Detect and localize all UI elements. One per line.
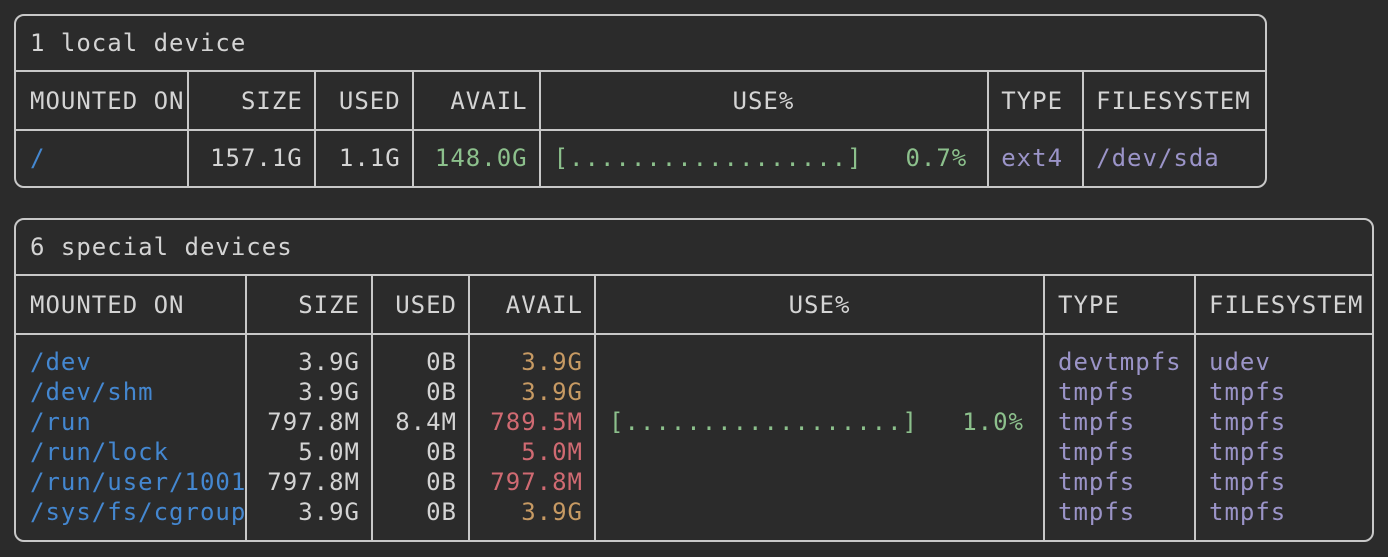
type-value: tmpfs [1058, 438, 1136, 466]
avail-value: 3.9G [521, 378, 583, 406]
used-value: 0B [426, 438, 457, 466]
filesystem-value: tmpfs [1209, 408, 1287, 436]
header-type: TYPE [1058, 290, 1120, 319]
size-value: 3.9G [298, 378, 360, 406]
filesystem-value: udev [1209, 348, 1271, 376]
use-percent-cell [595, 497, 1044, 527]
header-use-pct: USE% [732, 86, 795, 115]
use-percent-cell: [..................] 0.7% [540, 143, 988, 173]
column-divider [1194, 276, 1196, 540]
use-percent-cell: [..................] 1.0% [595, 407, 1044, 437]
column-divider [245, 276, 247, 540]
type-value: tmpfs [1058, 408, 1136, 436]
avail-value: 789.5M [490, 408, 583, 436]
local-devices-panel: 1 local device MOUNTED ON SIZE USED AVAI… [14, 14, 1267, 188]
used-value: 0B [426, 498, 457, 526]
panel-title-text: 1 local device [30, 29, 247, 57]
column-divider [468, 276, 470, 540]
table-header: MOUNTED ON SIZE USED AVAIL USE% TYPE FIL… [16, 72, 1265, 131]
column-divider [412, 72, 414, 186]
table-header: MOUNTED ON SIZE USED AVAIL USE% TYPE FIL… [16, 276, 1372, 335]
filesystem-value: tmpfs [1209, 378, 1287, 406]
table-row: / 157.1G 1.1G 148.0G [..................… [16, 143, 1265, 173]
size-value: 3.9G [298, 498, 360, 526]
panel-title-text: 6 special devices [30, 233, 293, 261]
filesystem-value: /dev/sda [1096, 144, 1220, 172]
used-value: 1.1G [338, 144, 401, 172]
used-value: 8.4M [395, 408, 457, 436]
type-value: ext4 [1001, 144, 1064, 172]
type-value: tmpfs [1058, 378, 1136, 406]
mounted-on-value: /sys/fs/cgroup [30, 498, 246, 526]
used-value: 0B [426, 468, 457, 496]
avail-value: 5.0M [521, 438, 583, 466]
local-devices-table: MOUNTED ON SIZE USED AVAIL USE% TYPE FIL… [16, 72, 1265, 186]
use-percent-cell [595, 467, 1044, 497]
filesystem-value: tmpfs [1209, 468, 1287, 496]
column-divider [1082, 72, 1084, 186]
used-value: 0B [426, 378, 457, 406]
panel-title-special: 6 special devices [16, 220, 1372, 276]
header-used: USED [395, 290, 457, 319]
mounted-on-value: /run/lock [30, 438, 170, 466]
size-value: 797.8M [267, 408, 360, 436]
size-value: 3.9G [298, 348, 360, 376]
size-value: 797.8M [267, 468, 360, 496]
type-value: tmpfs [1058, 498, 1136, 526]
used-value: 0B [426, 348, 457, 376]
special-devices-panel: 6 special devices MOUNTED ON SIZE USED A… [14, 218, 1374, 542]
column-divider [539, 72, 541, 186]
header-type: TYPE [1001, 86, 1064, 115]
header-avail: AVAIL [450, 86, 528, 115]
table-row: /run/lock 5.0M 0B 5.0M tmpfs tmpfs [16, 437, 1372, 467]
table-row: /run/user/1001 797.8M 0B 797.8M tmpfs tm… [16, 467, 1372, 497]
header-avail: AVAIL [505, 290, 583, 319]
mounted-on-value: /dev [30, 348, 92, 376]
mounted-on-value: /run [30, 408, 92, 436]
use-percent-cell [595, 437, 1044, 467]
size-value: 5.0M [298, 438, 360, 466]
mounted-on-value: /run/user/1001 [30, 468, 246, 496]
avail-value: 797.8M [490, 468, 583, 496]
header-mounted-on: MOUNTED ON [30, 290, 185, 319]
column-divider [987, 72, 989, 186]
header-size: SIZE [298, 290, 360, 319]
column-divider [594, 276, 596, 540]
size-value: 157.1G [210, 144, 303, 172]
type-value: devtmpfs [1058, 348, 1182, 376]
filesystem-value: tmpfs [1209, 438, 1287, 466]
usage-percent: 1.0% [962, 408, 1024, 436]
panel-title-local: 1 local device [16, 16, 1265, 72]
usage-bar: [..................] [609, 408, 918, 436]
special-devices-table: MOUNTED ON SIZE USED AVAIL USE% TYPE FIL… [16, 276, 1372, 540]
header-used: USED [338, 86, 401, 115]
usage-bar: [..................] [553, 144, 863, 172]
column-divider [371, 276, 373, 540]
usage-percent: 0.7% [905, 144, 968, 172]
type-value: tmpfs [1058, 468, 1136, 496]
header-mounted-on: MOUNTED ON [30, 86, 185, 115]
avail-value: 3.9G [521, 498, 583, 526]
column-divider [1043, 276, 1045, 540]
header-filesystem: FILESYSTEM [1209, 290, 1364, 319]
avail-value: 148.0G [434, 144, 528, 172]
table-body: / 157.1G 1.1G 148.0G [..................… [16, 131, 1265, 186]
table-row: /sys/fs/cgroup 3.9G 0B 3.9G tmpfs tmpfs [16, 497, 1372, 527]
use-percent-cell [595, 377, 1044, 407]
table-row: /dev 3.9G 0B 3.9G devtmpfs udev [16, 347, 1372, 377]
table-row: /dev/shm 3.9G 0B 3.9G tmpfs tmpfs [16, 377, 1372, 407]
table-row: /run 797.8M 8.4M 789.5M [...............… [16, 407, 1372, 437]
header-size: SIZE [240, 86, 303, 115]
column-divider [187, 72, 189, 186]
mounted-on-value: / [30, 144, 46, 172]
filesystem-value: tmpfs [1209, 498, 1287, 526]
header-filesystem: FILESYSTEM [1096, 86, 1251, 115]
use-percent-cell [595, 347, 1044, 377]
column-divider [314, 72, 316, 186]
table-body: /dev 3.9G 0B 3.9G devtmpfs udev /dev/shm… [16, 335, 1372, 540]
mounted-on-value: /dev/shm [30, 378, 154, 406]
header-use-pct: USE% [788, 290, 851, 319]
avail-value: 3.9G [521, 348, 583, 376]
